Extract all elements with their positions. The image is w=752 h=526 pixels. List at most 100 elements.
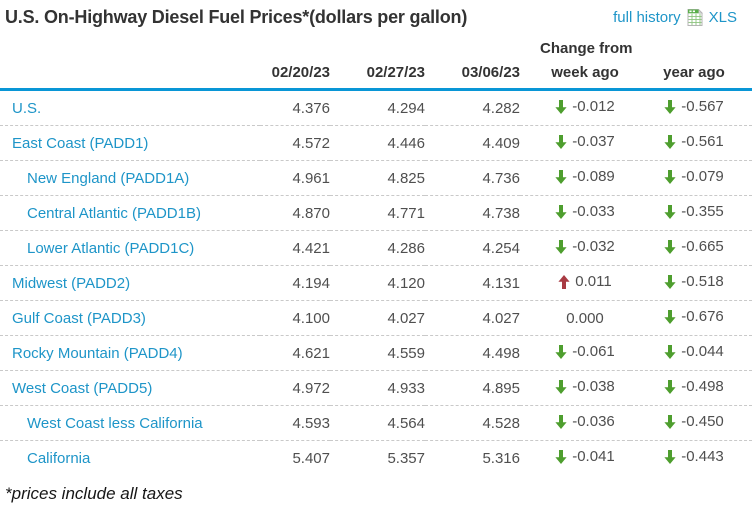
up-arrow-icon bbox=[558, 274, 570, 289]
down-arrow-icon bbox=[664, 449, 676, 464]
price-value-2: 5.357 bbox=[387, 449, 425, 467]
region-link[interactable]: New England (PADD1A) bbox=[27, 169, 190, 187]
change-value: -0.012 bbox=[572, 98, 615, 116]
region-link[interactable]: Midwest (PADD2) bbox=[12, 274, 131, 292]
change-value: -0.518 bbox=[681, 273, 724, 291]
price-value-2: 4.120 bbox=[330, 265, 425, 301]
year-change-cell: -0.518 bbox=[630, 265, 752, 301]
table-row: West Coast less California 4.593 4.564 4… bbox=[0, 405, 752, 441]
price-value-3: 4.027 bbox=[425, 300, 520, 336]
change-from-label: Change from bbox=[540, 40, 633, 57]
price-value-1: 4.870 bbox=[260, 195, 330, 231]
price-value-3: 5.316 bbox=[482, 449, 520, 467]
price-value-3: 4.738 bbox=[425, 195, 520, 231]
week-change-cell: -0.012 bbox=[520, 89, 630, 126]
price-value-3: 4.282 bbox=[425, 89, 520, 126]
price-value-1: 4.621 bbox=[260, 335, 330, 371]
down-arrow-icon bbox=[664, 274, 676, 289]
price-value-2: 4.294 bbox=[330, 89, 425, 126]
region-link[interactable]: West Coast (PADD5) bbox=[12, 379, 153, 397]
year-change-cell: -0.450 bbox=[630, 405, 752, 441]
down-arrow-icon bbox=[664, 204, 676, 219]
down-arrow-icon bbox=[664, 309, 676, 324]
price-value-3: 4.895 bbox=[425, 370, 520, 406]
week-change-cell: 0.000 bbox=[520, 300, 630, 336]
price-value-2: 4.446 bbox=[330, 125, 425, 161]
table-row: Rocky Mountain (PADD4) 4.621 4.559 4.498… bbox=[0, 335, 752, 371]
down-arrow-icon bbox=[555, 379, 567, 394]
change-value: -0.032 bbox=[572, 238, 615, 256]
down-arrow-icon bbox=[555, 99, 567, 114]
change-value: -0.037 bbox=[572, 133, 615, 151]
price-value-2: 4.286 bbox=[330, 230, 425, 266]
down-arrow-icon bbox=[555, 204, 567, 219]
header-links: full history XLS bbox=[613, 8, 737, 26]
year-change-cell: -0.561 bbox=[630, 125, 752, 161]
down-arrow-icon bbox=[664, 169, 676, 184]
column-header-week-ago: week ago bbox=[520, 57, 630, 91]
table-row: West Coast (PADD5) 4.972 4.933 4.895 -0.… bbox=[0, 370, 752, 406]
change-value: -0.089 bbox=[572, 168, 615, 186]
price-value-1: 4.572 bbox=[260, 125, 330, 161]
price-value-1: 5.407 bbox=[292, 449, 330, 467]
table-row: California 5.407 5.357 5.316 -0.041 -0.4… bbox=[0, 441, 752, 476]
price-value-2: 4.933 bbox=[330, 370, 425, 406]
year-change-cell: -0.567 bbox=[630, 89, 752, 126]
price-value-2: 4.027 bbox=[330, 300, 425, 336]
change-value: -0.561 bbox=[681, 133, 724, 151]
down-arrow-icon bbox=[555, 344, 567, 359]
price-table: Change from 02/20/23 02/27/23 03/06/23 w… bbox=[0, 31, 752, 475]
region-link[interactable]: California bbox=[27, 449, 91, 467]
year-change-cell: -0.676 bbox=[630, 300, 752, 336]
footnote: *prices include all taxes bbox=[5, 484, 183, 503]
region-link[interactable]: East Coast (PADD1) bbox=[12, 134, 149, 152]
table-row: U.S. 4.376 4.294 4.282 -0.012 -0.567 bbox=[0, 89, 752, 126]
week-change-cell: -0.041 bbox=[520, 441, 630, 476]
price-value-1: 4.100 bbox=[260, 300, 330, 336]
column-header-date-1: 02/20/23 bbox=[260, 57, 330, 91]
change-value: -0.044 bbox=[681, 343, 724, 361]
week-change-cell: -0.036 bbox=[520, 405, 630, 441]
change-value: -0.443 bbox=[681, 448, 724, 466]
year-change-cell: -0.079 bbox=[630, 160, 752, 196]
down-arrow-icon bbox=[664, 99, 676, 114]
down-arrow-icon bbox=[555, 134, 567, 149]
year-change-cell: -0.443 bbox=[630, 441, 752, 476]
xls-spreadsheet-icon[interactable] bbox=[687, 8, 703, 26]
change-value: -0.567 bbox=[681, 98, 724, 116]
change-value: -0.061 bbox=[572, 343, 615, 361]
price-value-1: 4.194 bbox=[260, 265, 330, 301]
table-row: Midwest (PADD2) 4.194 4.120 4.131 0.011 … bbox=[0, 265, 752, 301]
full-history-link[interactable]: full history bbox=[613, 9, 681, 26]
price-table-header: Change from 02/20/23 02/27/23 03/06/23 w… bbox=[0, 31, 752, 91]
region-link[interactable]: U.S. bbox=[12, 99, 42, 117]
change-value: -0.036 bbox=[572, 413, 615, 431]
price-value-2: 4.825 bbox=[330, 160, 425, 196]
down-arrow-icon bbox=[555, 414, 567, 429]
change-value: -0.355 bbox=[681, 203, 724, 221]
price-value-3: 4.736 bbox=[425, 160, 520, 196]
title-bar: U.S. On-Highway Diesel Fuel Prices*(doll… bbox=[0, 0, 752, 28]
week-change-cell: -0.061 bbox=[520, 335, 630, 371]
region-link[interactable]: Gulf Coast (PADD3) bbox=[12, 309, 146, 327]
down-arrow-icon bbox=[664, 239, 676, 254]
price-value-2: 4.564 bbox=[330, 405, 425, 441]
down-arrow-icon bbox=[664, 344, 676, 359]
table-row: East Coast (PADD1) 4.572 4.446 4.409 -0.… bbox=[0, 125, 752, 161]
week-change-cell: -0.033 bbox=[520, 195, 630, 231]
price-value-3: 4.409 bbox=[425, 125, 520, 161]
year-change-cell: -0.044 bbox=[630, 335, 752, 371]
region-link[interactable]: Rocky Mountain (PADD4) bbox=[12, 344, 183, 362]
region-link[interactable]: Central Atlantic (PADD1B) bbox=[27, 204, 201, 222]
region-link[interactable]: West Coast less California bbox=[27, 414, 203, 432]
price-value-3: 4.131 bbox=[425, 265, 520, 301]
week-change-cell: -0.032 bbox=[520, 230, 630, 266]
price-table-body: U.S. 4.376 4.294 4.282 -0.012 -0.567 Eas… bbox=[0, 89, 752, 476]
change-value: -0.498 bbox=[681, 378, 724, 396]
price-value-1: 4.593 bbox=[260, 405, 330, 441]
xls-link[interactable]: XLS bbox=[708, 9, 737, 26]
year-change-cell: -0.355 bbox=[630, 195, 752, 231]
price-value-1: 4.376 bbox=[260, 89, 330, 126]
change-value: 0.011 bbox=[575, 273, 612, 291]
region-link[interactable]: Lower Atlantic (PADD1C) bbox=[27, 239, 195, 257]
